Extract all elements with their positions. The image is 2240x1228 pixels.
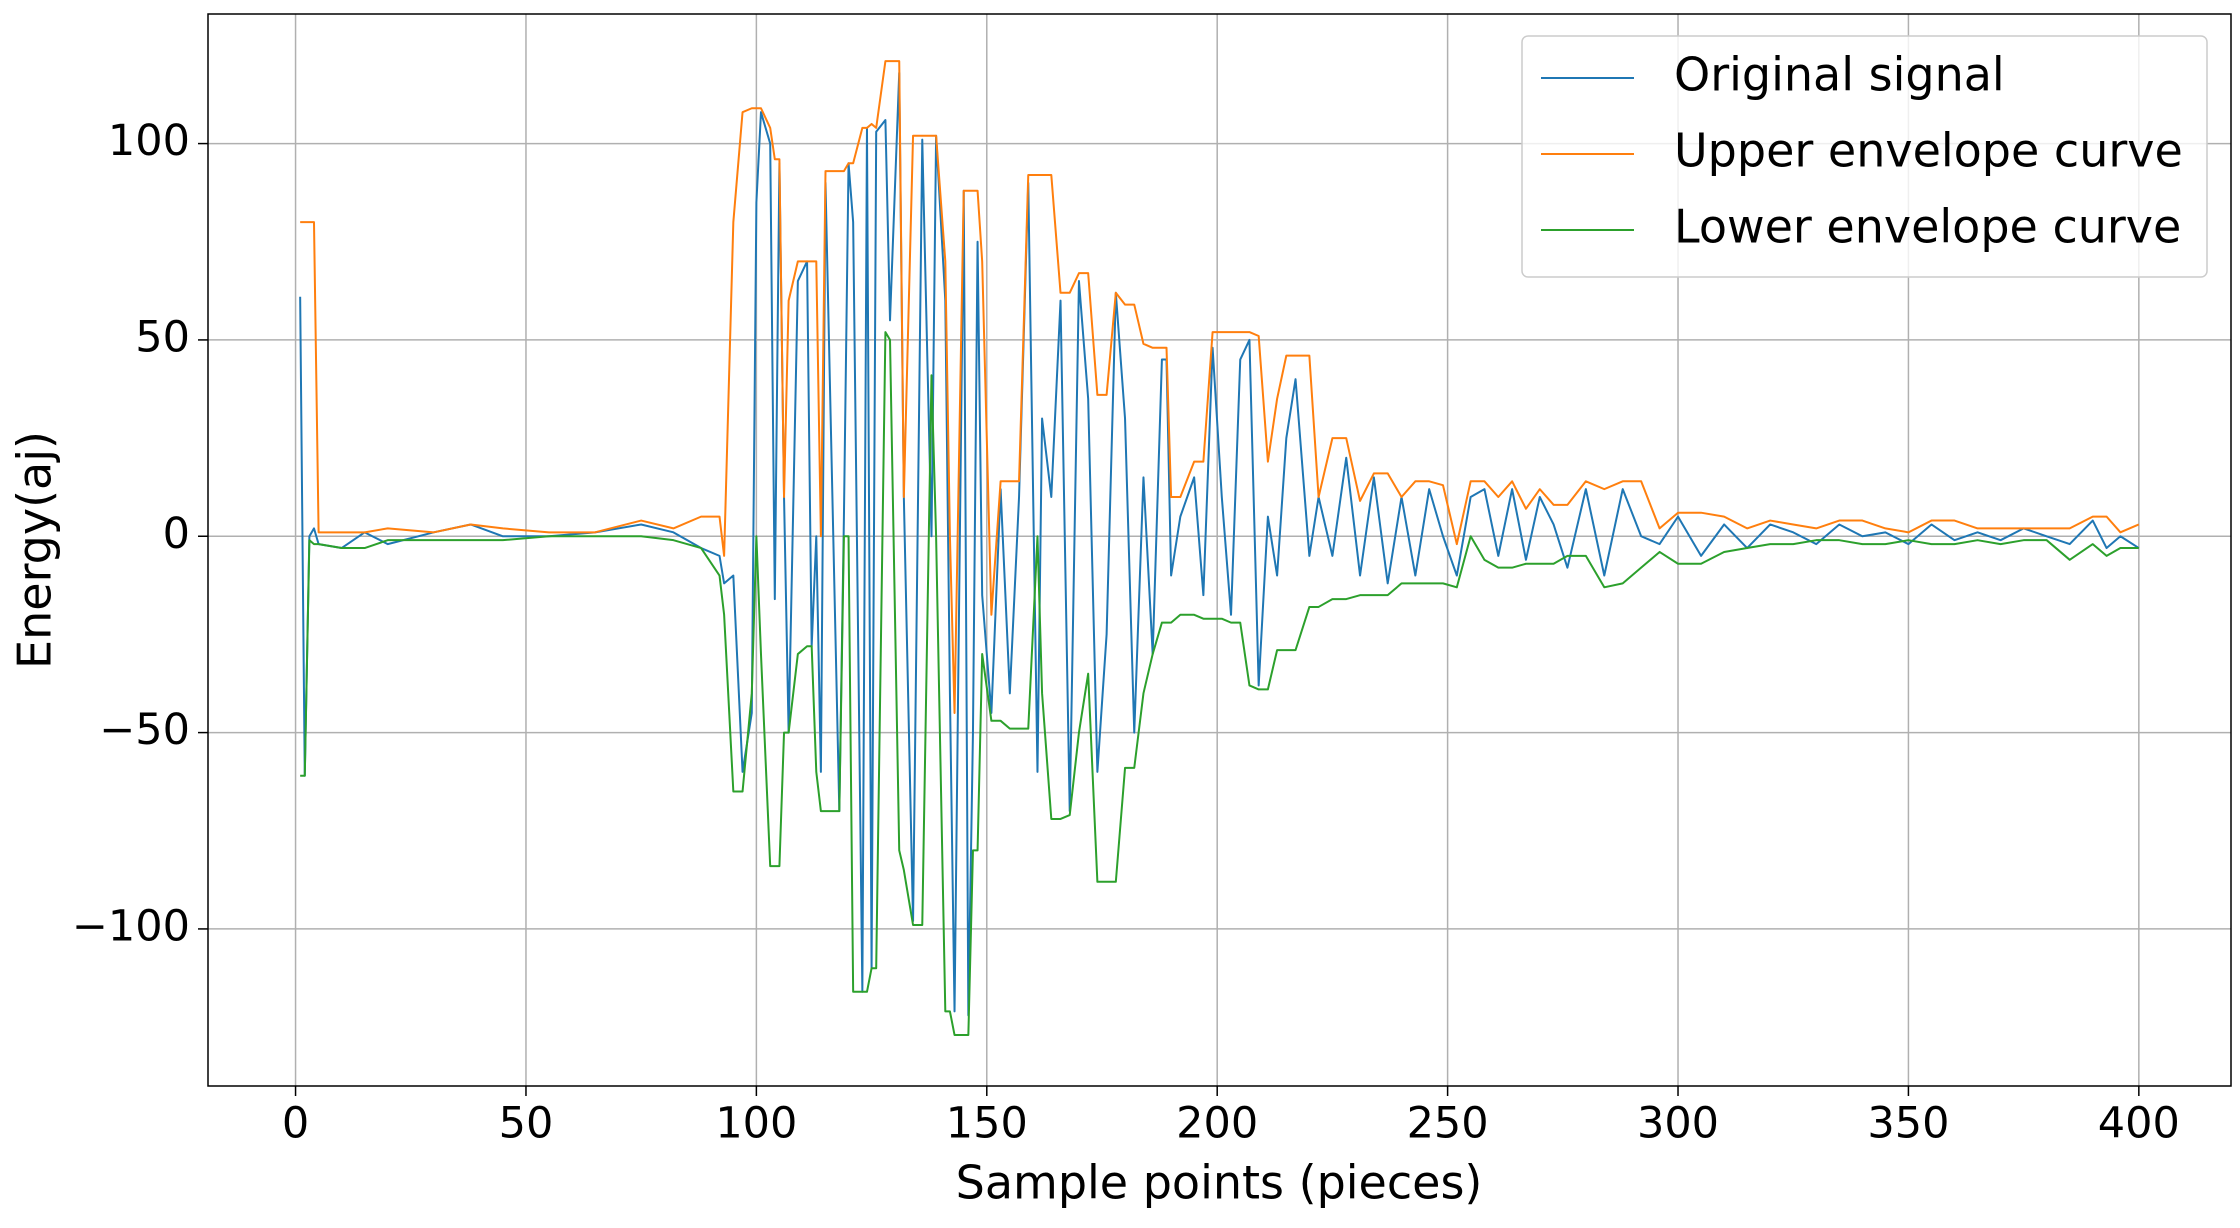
series-line [299,71,2140,1017]
x-tick-label: 200 [1176,1099,1258,1149]
x-tick-label: 50 [499,1099,554,1149]
legend-label: Lower envelope curve [1674,200,2181,254]
series-line [300,60,2140,714]
x-axis-label: Sample points (pieces) [956,1156,1483,1210]
y-tick-label: 50 [135,312,190,362]
y-tick-label: −100 [72,901,190,951]
y-tick-label: −50 [99,705,190,755]
y-axis-label: Energy(aj) [8,431,62,669]
legend-label: Original signal [1674,48,2005,102]
series-line [300,331,2139,1036]
x-tick-label: 300 [1637,1099,1719,1149]
legend: Original signal Upper envelope curve Lower… [1521,35,2208,278]
legend-label: Upper envelope curve [1674,124,2183,178]
x-tick-label: 250 [1407,1099,1489,1149]
legend-box [1521,35,2208,278]
x-tick-label: 400 [2098,1099,2180,1149]
x-tick-label: 100 [715,1099,797,1149]
y-tick-label: 100 [108,116,190,166]
y-tick-label: 0 [163,509,190,559]
x-tick-label: 350 [1867,1099,1949,1149]
plot-lines [299,60,2140,1036]
x-tick-label: 0 [282,1099,309,1149]
plot-frame [207,13,2232,1087]
x-tick-label: 150 [946,1099,1028,1149]
